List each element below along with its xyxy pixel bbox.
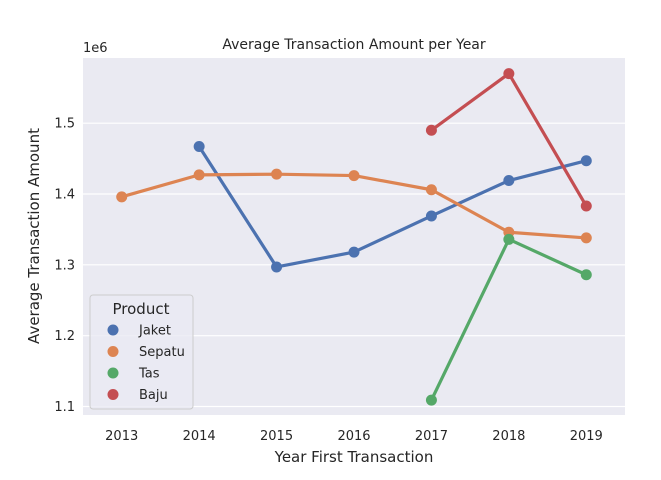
- y-tick-label: 1.3: [54, 258, 75, 273]
- chart-title: Average Transaction Amount per Year: [222, 37, 486, 53]
- x-tick-label: 2018: [492, 429, 525, 444]
- data-point: [425, 210, 437, 222]
- x-tick-label: 2013: [105, 429, 138, 444]
- y-multiplier-label: 1e6: [83, 41, 108, 56]
- legend-title: Product: [113, 300, 170, 318]
- data-point: [580, 232, 592, 244]
- legend-box: [89, 294, 194, 410]
- x-tick-label: 2014: [183, 429, 216, 444]
- legend-marker: [107, 389, 119, 400]
- data-point: [193, 141, 205, 153]
- y-tick-label: 1.2: [54, 329, 75, 344]
- data-point: [503, 233, 515, 245]
- series-tas: [425, 233, 592, 406]
- legend-items: Jaket Sepatu Tas Baju: [107, 324, 185, 403]
- legend-marker: [107, 346, 119, 357]
- data-point: [580, 269, 592, 281]
- series-baju: [425, 68, 592, 212]
- data-point: [348, 170, 360, 182]
- data-point: [425, 394, 437, 406]
- x-tick-label: 2017: [415, 429, 448, 444]
- x-tick-labels: 2013 2014 2015 2016 2017 2018 2019: [105, 429, 603, 444]
- legend-marker: [107, 367, 119, 379]
- legend-label: Baju: [139, 388, 168, 403]
- x-tick-label: 2016: [337, 429, 370, 444]
- data-point: [116, 191, 128, 203]
- data-point: [425, 184, 437, 196]
- y-axis-label: Average Transaction Amount: [25, 128, 43, 344]
- x-tick-label: 2019: [570, 429, 603, 444]
- series-sepatu: [116, 168, 592, 244]
- legend-marker: [107, 324, 119, 336]
- legend-label: Sepatu: [139, 345, 185, 360]
- data-point: [580, 155, 592, 167]
- data-point: [425, 124, 437, 136]
- legend-label: Jaket: [138, 324, 171, 339]
- data-point: [503, 175, 515, 187]
- series-jaket: [193, 141, 592, 273]
- data-point: [193, 169, 205, 181]
- y-tick-label: 1.4: [54, 188, 75, 203]
- series-layer: [116, 68, 592, 406]
- data-point: [503, 68, 515, 80]
- data-point: [271, 261, 283, 273]
- legend: Product Jaket Sepatu Tas Baju: [89, 294, 194, 410]
- x-tick-label: 2015: [260, 429, 293, 444]
- y-tick-label: 1.1: [54, 400, 75, 415]
- data-point: [580, 200, 592, 212]
- y-tick-labels: 1.1 1.2 1.3 1.4 1.5: [54, 117, 75, 415]
- y-tick-label: 1.5: [54, 117, 75, 132]
- data-point: [348, 246, 360, 258]
- data-point: [271, 168, 283, 180]
- x-axis-label: Year First Transaction: [274, 448, 434, 466]
- series-line: [197, 144, 588, 269]
- legend-label: Tas: [138, 367, 160, 382]
